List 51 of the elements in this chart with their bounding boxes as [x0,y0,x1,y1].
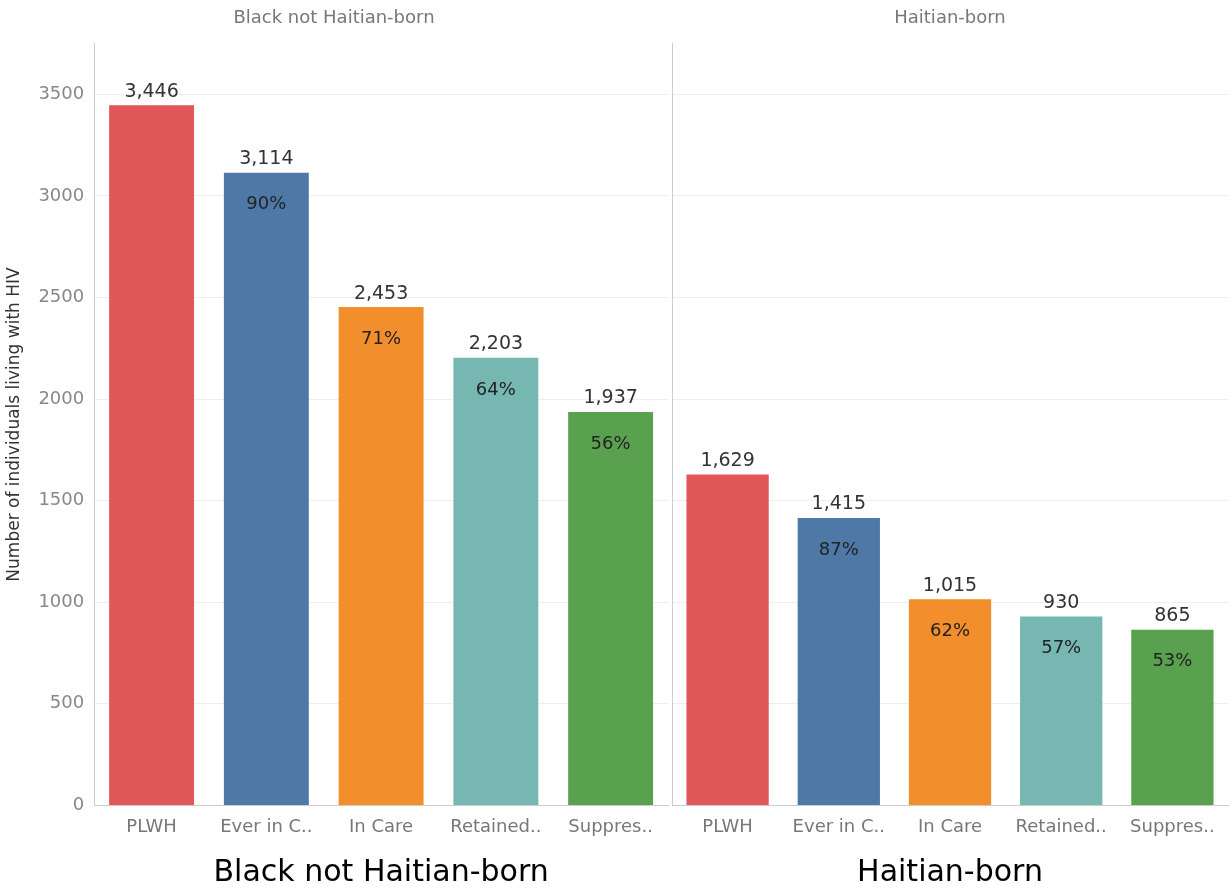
bar [109,105,195,805]
bar [1020,616,1103,805]
x-axis-title: Haitian-born [857,852,1043,888]
bar [1131,629,1214,805]
x-axis-title: Black not Haitian-born [213,852,549,888]
bar [908,599,992,805]
x-tick-label: In Care [917,814,983,836]
data-label: 2,453 [353,280,409,303]
y-tick-label: 2000 [38,386,85,408]
x-tick-label: Suppres.. [568,814,653,836]
y-tick-label: 2500 [38,285,85,307]
x-tick-label: Ever in C.. [220,814,313,836]
data-label: 930 [1043,589,1080,612]
x-tick-label: PLWH [126,814,177,836]
data-label: 3,446 [124,78,179,101]
bar [223,172,309,805]
x-tick-label: Retained.. [1015,814,1107,836]
x-tick-label: In Care [349,814,414,836]
data-label: 865 [1154,603,1191,626]
data-label: 2,203 [468,331,524,354]
x-tick-label: Suppres.. [1130,814,1215,836]
y-tick-label: 3500 [38,82,85,104]
bar [338,307,424,805]
y-axis-title: Number of individuals living with HIV [2,266,23,582]
annotation: 62% [929,618,971,640]
annotation: 71% [361,326,402,348]
y-tick-label: 0 [72,793,85,815]
annotation: 90% [246,192,287,214]
annotation: 56% [590,431,631,453]
annotation: 53% [1152,649,1193,671]
x-tick-label: Retained.. [450,814,542,836]
x-tick-label: PLWH [702,814,753,836]
data-label: 1,629 [700,447,755,470]
bar [568,411,654,805]
y-tick-label: 1500 [38,488,85,510]
chart-title: Haitian-born [894,6,1006,28]
y-tick-label: 1000 [38,589,85,611]
data-label: 3,114 [239,146,294,169]
data-label: 1,937 [583,385,638,408]
chart-title: Black not Haitian-born [233,6,435,28]
data-label: 1,015 [922,572,978,595]
y-tick-label: 3000 [38,183,85,205]
y-tick-label: 500 [49,691,85,713]
bar [453,357,539,805]
annotation: 64% [475,377,516,399]
data-label: 1,415 [811,491,866,514]
bar [686,474,769,805]
annotation: 87% [818,537,859,559]
annotation: 57% [1041,636,1082,658]
bar [797,517,880,805]
x-tick-label: Ever in C.. [792,814,885,836]
